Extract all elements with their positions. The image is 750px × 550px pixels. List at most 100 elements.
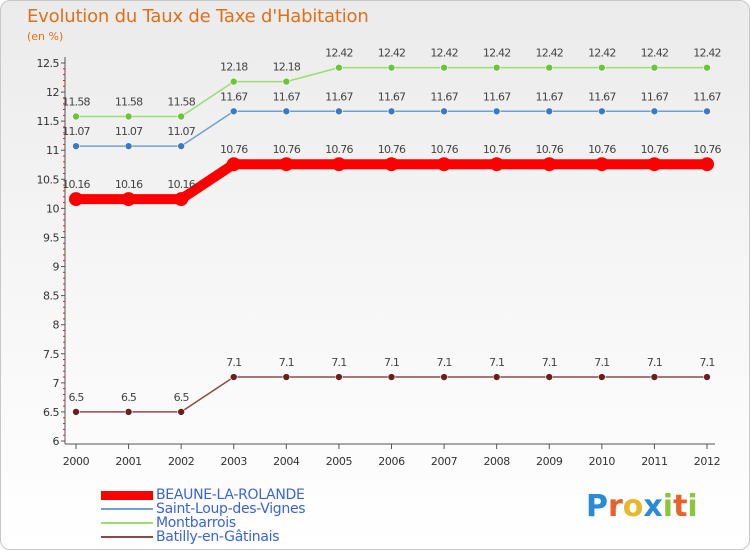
data-point <box>440 107 448 116</box>
logo-letter: r <box>608 489 623 524</box>
x-tick-label: 2007 <box>431 455 458 468</box>
data-label: 12.42 <box>536 47 564 60</box>
data-label: 11.67 <box>483 90 511 103</box>
data-point <box>72 408 80 416</box>
data-label: 6.5 <box>174 391 190 404</box>
data-label: 7.1 <box>384 356 399 369</box>
data-label: 11.58 <box>115 96 143 109</box>
data-label: 7.1 <box>437 356 452 369</box>
x-tick-label: 2012 <box>694 455 720 468</box>
x-tick-label: 2002 <box>168 455 194 468</box>
data-point <box>489 157 504 172</box>
data-point <box>282 77 291 86</box>
data-point <box>124 408 133 416</box>
data-point <box>703 373 711 381</box>
data-point <box>700 157 714 172</box>
data-point <box>492 63 501 72</box>
y-tick-label: 11.5 <box>37 115 60 128</box>
data-point <box>229 373 238 381</box>
y-tick-label: 9.5 <box>43 231 59 244</box>
x-tick-label: 2010 <box>589 455 616 468</box>
data-point <box>335 107 343 116</box>
data-point <box>647 157 662 172</box>
data-point <box>594 157 609 172</box>
data-label: 12.42 <box>641 47 669 60</box>
data-label: 7.1 <box>331 356 346 369</box>
data-label: 10.76 <box>378 143 406 156</box>
logo-letter: i <box>687 489 698 524</box>
data-label: 11.67 <box>325 90 353 103</box>
data-label: 10.76 <box>693 143 721 156</box>
x-tick-label: 2011 <box>641 455 667 468</box>
y-tick-label: 10 <box>46 202 59 215</box>
y-tick-label: 6.5 <box>43 406 59 419</box>
data-point <box>650 373 659 381</box>
data-point <box>542 157 557 172</box>
unit-label: (en %) <box>27 30 64 43</box>
data-label: 7.1 <box>279 356 294 369</box>
y-tick-label: 12.5 <box>37 57 60 70</box>
legend-item-beaune: BEAUNE-LA-ROLANDE <box>101 487 361 503</box>
data-point <box>69 192 83 207</box>
data-point <box>121 192 136 207</box>
data-point <box>226 157 241 172</box>
chart-title: Evolution du Taux de Taxe d'Habitation <box>27 6 369 27</box>
y-tick-label: 12 <box>46 86 59 99</box>
data-label: 11.67 <box>536 90 564 103</box>
data-point <box>703 63 711 72</box>
y-tick-label: 7 <box>53 377 60 390</box>
data-label: 11.67 <box>641 90 669 103</box>
y-tick-label: 7.5 <box>43 348 59 361</box>
data-point <box>177 142 185 150</box>
data-label: 11.07 <box>115 125 143 138</box>
logo-letter: t <box>673 489 688 524</box>
data-label: 7.1 <box>699 356 714 369</box>
x-tick-label: 2001 <box>115 455 141 468</box>
x-tick-label: 2000 <box>63 455 90 468</box>
data-point <box>545 373 554 381</box>
data-label: 12.18 <box>273 61 301 74</box>
data-label: 12.42 <box>325 47 353 60</box>
logo-letter: P <box>586 489 608 524</box>
data-label: 12.42 <box>378 47 406 60</box>
legend-swatch <box>101 491 153 500</box>
data-label: 6.5 <box>121 391 137 404</box>
legend-item-saint-loup: Saint-Loup-des-Vignes <box>101 501 361 517</box>
data-label: 10.76 <box>536 143 564 156</box>
data-point <box>650 63 659 72</box>
x-tick-label: 2009 <box>536 455 563 468</box>
data-label: 10.16 <box>167 178 195 191</box>
data-point <box>124 112 133 121</box>
data-label: 11.07 <box>167 125 195 138</box>
data-label: 10.76 <box>430 143 458 156</box>
data-point <box>72 142 80 150</box>
data-point <box>387 373 396 381</box>
data-label: 11.67 <box>220 90 248 103</box>
legend-label: Montbarrois <box>156 515 236 531</box>
data-point <box>703 107 711 116</box>
data-point <box>598 63 606 72</box>
data-label: 11.58 <box>167 96 195 109</box>
logo-letter: x <box>643 489 663 524</box>
data-label: 12.18 <box>220 61 248 74</box>
data-label: 11.58 <box>62 96 90 109</box>
y-tick-label: 8 <box>53 319 60 332</box>
data-point <box>384 157 399 172</box>
data-label: 11.67 <box>693 90 721 103</box>
data-point <box>124 142 133 150</box>
data-label: 11.07 <box>62 125 90 138</box>
data-point <box>440 373 448 381</box>
legend-item-montbarrois: Montbarrois <box>101 515 361 531</box>
data-point <box>335 373 343 381</box>
data-label: 12.42 <box>483 47 511 60</box>
legend-swatch <box>101 536 153 538</box>
data-label: 7.1 <box>594 356 609 369</box>
data-label: 10.76 <box>220 143 248 156</box>
data-label: 11.67 <box>378 90 406 103</box>
y-tick-label: 9 <box>53 261 60 274</box>
y-tick-label: 6 <box>53 435 60 448</box>
data-point <box>229 77 238 86</box>
data-point <box>387 107 396 116</box>
